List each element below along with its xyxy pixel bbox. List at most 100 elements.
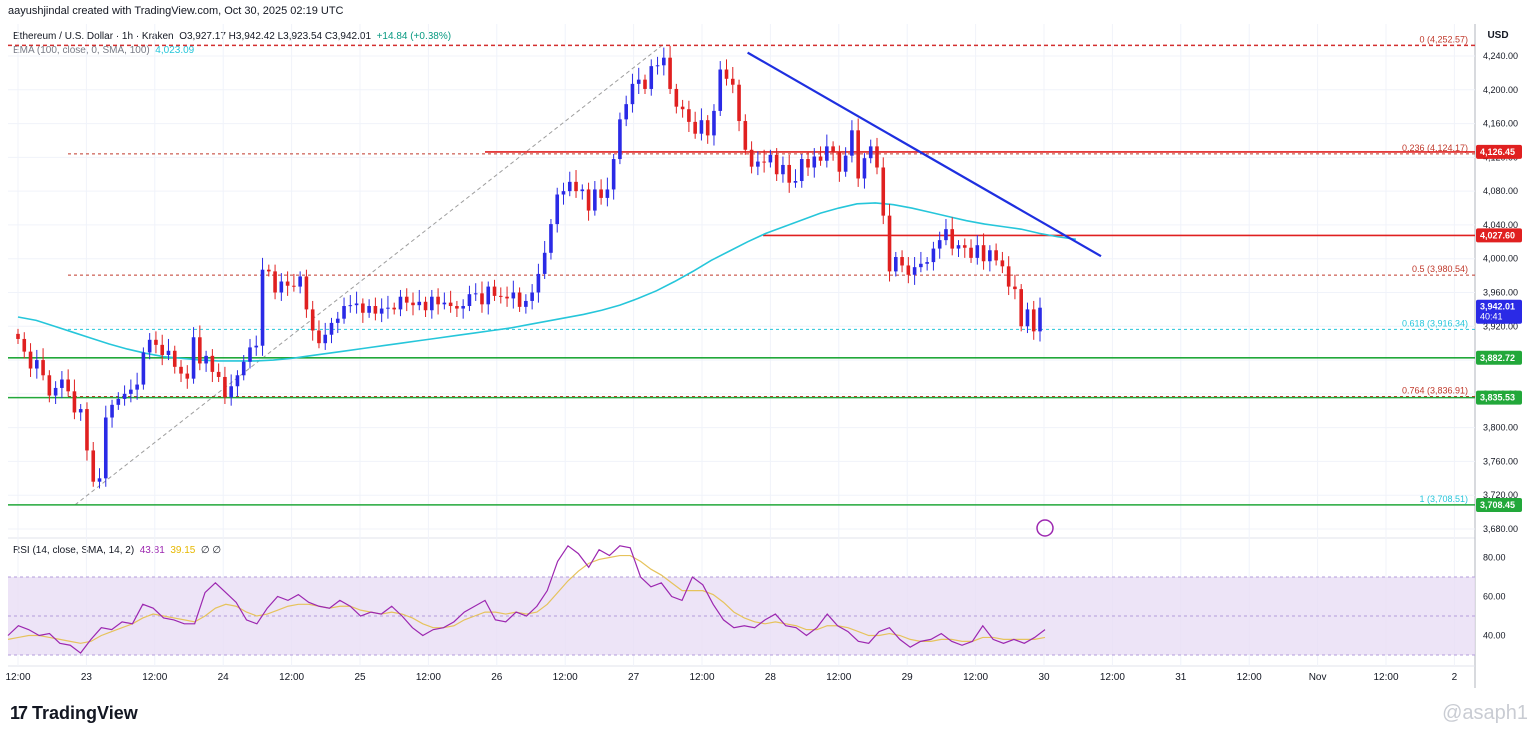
candle-body (436, 296, 440, 305)
candle-body (492, 286, 497, 296)
candle-body (894, 257, 898, 272)
candle-body (799, 159, 804, 182)
candle-body (831, 146, 835, 153)
price-tick-label: 4,240.00 (1483, 51, 1518, 61)
candle-body (881, 167, 886, 216)
rsi-label: RSI (14, close, SMA, 14, 2) (13, 545, 135, 556)
candle-body (354, 303, 359, 306)
candle-body (774, 154, 779, 175)
candle-body (530, 292, 534, 301)
candle-body (649, 66, 654, 89)
candle-body (818, 156, 823, 161)
candle-body (762, 161, 766, 163)
candle-body (404, 296, 409, 303)
candle-body (712, 110, 716, 136)
candle-body (335, 318, 340, 323)
resistance-price-tag (1476, 144, 1522, 159)
candle-body (172, 350, 177, 367)
symbol-name[interactable]: Ethereum / U.S. Dollar · 1h · Kraken (13, 31, 174, 42)
symbol-legend: Ethereum / U.S. Dollar · 1h · Kraken O3,… (13, 30, 451, 58)
candle-body (154, 339, 158, 345)
brand-name: TradingView (32, 703, 138, 723)
candle-body (47, 375, 52, 396)
candle-body (129, 389, 133, 394)
ema-line[interactable]: EMA (100, close, 0, SMA, 100) 4,023.09 (13, 44, 451, 58)
candle-body (674, 88, 679, 107)
fib-level-label: 0.618 (3,916.34) (1402, 318, 1468, 328)
candle-body (273, 271, 277, 293)
currency-label[interactable]: USD (1487, 30, 1509, 41)
fib-level-label: 0.236 (4,124.17) (1402, 143, 1468, 153)
candle-body (975, 245, 980, 258)
candle-body (60, 379, 64, 388)
candle-body (956, 245, 961, 249)
descending-trendline (747, 51, 1102, 258)
ohlc-values: O3,927.17 H3,942.42 L3,923.54 C3,942.01 (179, 31, 372, 42)
candle-body (1013, 286, 1017, 290)
candle-body (962, 245, 967, 248)
candle-body (806, 159, 810, 168)
time-tick-label: 12:00 (142, 672, 167, 683)
rsi-legend[interactable]: RSI (14, close, SMA, 14, 2) 43.81 39.15 … (13, 545, 221, 556)
candle-body (730, 78, 735, 85)
candle-body (937, 240, 942, 249)
time-tick-label: 29 (902, 672, 914, 683)
candle-body (680, 106, 685, 110)
candle-body (1025, 309, 1030, 327)
support-price-tag (1476, 350, 1522, 365)
candle-body (241, 361, 246, 376)
candle-body (705, 120, 710, 136)
candle-body (473, 293, 478, 295)
price-tick-label: 4,000.00 (1483, 254, 1518, 264)
tradingview-logo[interactable]: 17 TradingView (10, 703, 138, 724)
candle-body (586, 189, 591, 211)
candle-body (216, 371, 221, 377)
candle-body (887, 215, 892, 272)
candle-body (267, 269, 271, 272)
candle-body (78, 409, 83, 413)
candle-body (912, 267, 917, 275)
candle-body (655, 65, 660, 67)
candle-body (53, 387, 58, 396)
candle-body (919, 263, 923, 268)
price-tick-label: 3,680.00 (1483, 524, 1518, 534)
candle-body (361, 303, 365, 313)
candle-body (1038, 307, 1042, 332)
time-tick-label: 27 (628, 672, 640, 683)
candle-body (467, 294, 472, 307)
candle-body (480, 293, 484, 305)
candle-body (611, 159, 616, 190)
candle-body (386, 307, 390, 309)
time-tick-label: 23 (81, 672, 93, 683)
candle-body (524, 300, 528, 307)
time-tick-label: 30 (1038, 672, 1050, 683)
candle-body (85, 409, 89, 451)
countdown-label: 40:41 (1480, 312, 1503, 322)
time-tick-label: 12:00 (689, 672, 714, 683)
candle-body (843, 155, 848, 172)
time-tick-label: 12:00 (1373, 672, 1398, 683)
last-price-label: 3,942.01 (1480, 302, 1515, 312)
candle-body (16, 333, 20, 339)
fib-level-label: 0.764 (3,836.91) (1402, 385, 1468, 395)
candle-body (41, 360, 45, 376)
candle-body (298, 276, 302, 287)
support-price-label: 3,882.72 (1480, 353, 1515, 363)
candle-body (379, 308, 384, 314)
candle-body (549, 224, 553, 253)
candle-body (498, 295, 503, 297)
candle-body (749, 149, 754, 167)
candle-body (97, 478, 102, 482)
price-chart[interactable]: 12:00 23 12:00 24 12:00 25 12:00 26 12:00 27 12:00… (0, 0, 1536, 700)
watermark: @asaph1 (1442, 702, 1528, 724)
candle-body (279, 281, 284, 293)
candle-body (555, 194, 560, 225)
candle-body (624, 104, 628, 120)
price-change: +14.84 (+0.38%) (376, 31, 452, 42)
resistance-price-label: 4,126.45 (1480, 147, 1515, 157)
price-tick-label: 4,200.00 (1483, 85, 1518, 95)
time-tick-label: 26 (491, 672, 503, 683)
candle-body (348, 305, 353, 307)
candle-body (850, 130, 854, 156)
support-price-tag (1476, 497, 1522, 512)
